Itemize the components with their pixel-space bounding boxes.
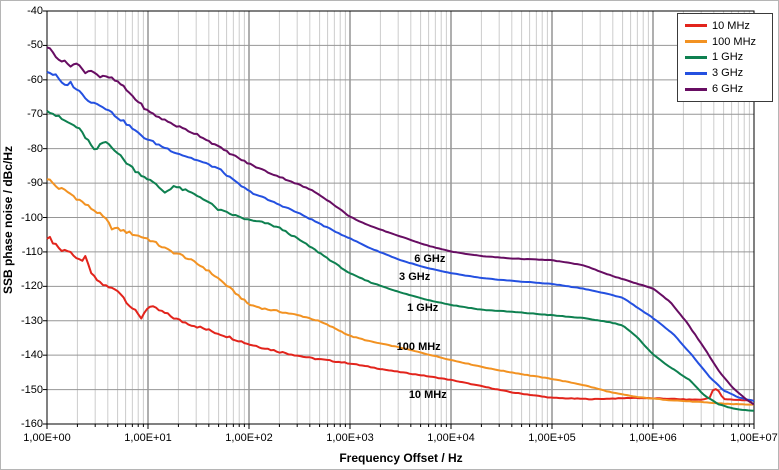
y-tick-label: -120 — [20, 280, 43, 293]
x-tick-label: 1,00E+06 — [629, 432, 677, 444]
series-line-1-ghz — [46, 110, 755, 412]
y-tick-label: -140 — [20, 349, 43, 362]
legend-label: 3 GHz — [712, 67, 744, 80]
legend-line-swatch — [685, 40, 707, 44]
curve-label-10-mhz: 10 MHz — [408, 389, 447, 402]
x-tick-label: 1,00E+05 — [528, 432, 576, 444]
plot-border — [46, 10, 755, 425]
legend-line-swatch — [685, 55, 707, 59]
x-tick-label: 1,00E+03 — [326, 432, 374, 444]
legend-item-3-ghz: 3 GHz — [685, 66, 772, 80]
y-tick-label: -100 — [20, 211, 43, 224]
legend-item-6-ghz: 6 GHz — [685, 82, 772, 96]
curve-label-1-ghz: 1 GHz — [407, 301, 439, 314]
y-tick-label: -130 — [20, 314, 43, 327]
y-tick-label: -80 — [27, 142, 43, 155]
curve-label-100-mhz: 100 MHz — [396, 340, 441, 353]
curve-label-6-ghz: 6 GHz — [414, 253, 446, 266]
legend-item-10-mhz: 10 MHz — [685, 19, 772, 33]
y-tick-label: -160 — [20, 418, 43, 430]
x-axis-title: Frequency Offset / Hz — [339, 451, 463, 465]
legend-item-1-ghz: 1 GHz — [685, 50, 772, 64]
x-tick-label: 1,00E+02 — [225, 432, 273, 444]
y-tick-label: -50 — [27, 39, 43, 52]
x-tick-label: 1,00E+07 — [730, 432, 778, 444]
y-tick-label: -70 — [27, 108, 43, 121]
x-tick-label: 1,00E+04 — [427, 432, 475, 444]
legend-line-swatch — [685, 87, 707, 91]
x-tick-label: 1,00E+01 — [124, 432, 172, 444]
series-line-6-ghz — [46, 46, 755, 406]
legend-item-100-mhz: 100 MHz — [685, 35, 772, 49]
y-tick-label: -40 — [27, 5, 43, 17]
y-tick-label: -60 — [27, 73, 43, 86]
y-tick-label: -110 — [21, 245, 43, 258]
legend-label: 1 GHz — [712, 51, 744, 64]
legend-line-swatch — [685, 71, 707, 75]
legend-line-swatch — [685, 24, 707, 28]
series-line-10-mhz — [46, 235, 754, 402]
series-line-3-ghz — [46, 71, 755, 403]
y-tick-label: -150 — [20, 383, 43, 396]
series-line-100-mhz — [46, 178, 755, 406]
x-tick-label: 1,00E+00 — [23, 432, 71, 444]
legend-label: 10 MHz — [712, 19, 750, 32]
legend: 10 MHz 100 MHz 1 GHz 3 GHz 6 GHz — [677, 13, 773, 102]
legend-label: 6 GHz — [712, 83, 744, 96]
legend-label: 100 MHz — [712, 35, 757, 48]
curve-label-3-ghz: 3 GHz — [399, 271, 431, 284]
y-tick-label: -90 — [27, 177, 43, 190]
